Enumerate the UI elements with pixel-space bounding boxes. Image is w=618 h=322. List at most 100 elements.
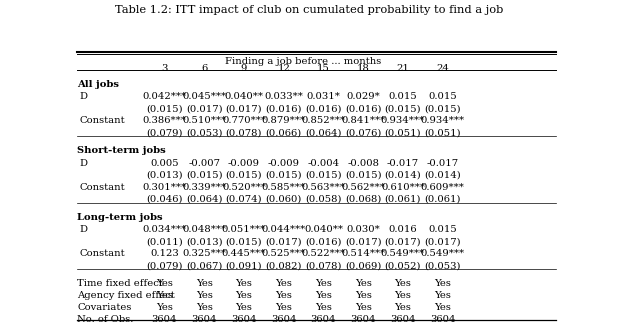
Text: Yes: Yes (196, 303, 213, 312)
Text: Yes: Yes (275, 303, 292, 312)
Text: Yes: Yes (235, 291, 252, 300)
Text: 3604: 3604 (390, 315, 416, 322)
Text: (0.017): (0.017) (345, 237, 381, 246)
Text: 0.563***: 0.563*** (302, 183, 345, 192)
Text: (0.064): (0.064) (305, 128, 342, 137)
Text: (0.016): (0.016) (305, 104, 342, 113)
Text: 0.339***: 0.339*** (182, 183, 226, 192)
Text: Yes: Yes (275, 291, 292, 300)
Text: -0.017: -0.017 (387, 159, 419, 168)
Text: Yes: Yes (355, 303, 371, 312)
Text: (0.051): (0.051) (425, 128, 461, 137)
Text: D: D (80, 225, 88, 234)
Text: No. of Obs.: No. of Obs. (77, 315, 133, 322)
Text: 0.386***: 0.386*** (143, 116, 187, 125)
Text: (0.016): (0.016) (305, 237, 342, 246)
Text: -0.017: -0.017 (426, 159, 459, 168)
Text: (0.060): (0.060) (266, 195, 302, 204)
Text: (0.066): (0.066) (266, 128, 302, 137)
Text: D: D (80, 159, 88, 168)
Text: 0.562***: 0.562*** (341, 183, 385, 192)
Text: (0.013): (0.013) (146, 171, 183, 180)
Text: (0.015): (0.015) (265, 171, 302, 180)
Text: 0.044***: 0.044*** (261, 225, 306, 234)
Text: Yes: Yes (156, 303, 173, 312)
Text: 0.301***: 0.301*** (142, 183, 187, 192)
Text: (0.053): (0.053) (186, 128, 222, 137)
Text: D: D (80, 92, 88, 101)
Text: (0.078): (0.078) (226, 128, 262, 137)
Text: 0.934***: 0.934*** (381, 116, 425, 125)
Text: (0.074): (0.074) (226, 195, 262, 204)
Text: (0.014): (0.014) (384, 171, 421, 180)
Text: (0.015): (0.015) (345, 171, 381, 180)
Text: (0.016): (0.016) (345, 104, 381, 113)
Text: Yes: Yes (315, 303, 332, 312)
Text: (0.015): (0.015) (226, 237, 262, 246)
Text: 0.016: 0.016 (389, 225, 417, 234)
Text: -0.009: -0.009 (268, 159, 300, 168)
Text: (0.064): (0.064) (186, 195, 222, 204)
Text: Yes: Yes (196, 291, 213, 300)
Text: -0.007: -0.007 (188, 159, 220, 168)
Text: 0.031*: 0.031* (307, 92, 341, 101)
Text: (0.091): (0.091) (226, 261, 262, 270)
Text: (0.015): (0.015) (226, 171, 262, 180)
Text: 0.525***: 0.525*** (261, 249, 306, 258)
Text: Yes: Yes (394, 279, 412, 288)
Text: Agency fixed effect: Agency fixed effect (77, 291, 175, 300)
Text: (0.067): (0.067) (186, 261, 222, 270)
Text: Time fixed effect: Time fixed effect (77, 279, 163, 288)
Text: Constant: Constant (80, 249, 125, 258)
Text: 0.510***: 0.510*** (182, 116, 226, 125)
Text: 0.520***: 0.520*** (222, 183, 266, 192)
Text: (0.015): (0.015) (146, 104, 183, 113)
Text: Long-term jobs: Long-term jobs (77, 213, 163, 222)
Text: (0.078): (0.078) (305, 261, 342, 270)
Text: (0.053): (0.053) (425, 261, 461, 270)
Text: 0.005: 0.005 (150, 159, 179, 168)
Text: (0.016): (0.016) (265, 104, 302, 113)
Text: Covariates: Covariates (77, 303, 132, 312)
Text: (0.058): (0.058) (305, 195, 342, 204)
Text: 0.522***: 0.522*** (302, 249, 345, 258)
Text: 9: 9 (241, 64, 247, 73)
Text: 3604: 3604 (350, 315, 376, 322)
Text: 0.033**: 0.033** (265, 92, 303, 101)
Text: 0.609***: 0.609*** (421, 183, 465, 192)
Text: (0.061): (0.061) (384, 195, 421, 204)
Text: Yes: Yes (235, 303, 252, 312)
Text: (0.011): (0.011) (146, 237, 183, 246)
Text: Yes: Yes (394, 303, 412, 312)
Text: (0.052): (0.052) (384, 261, 421, 270)
Text: (0.079): (0.079) (146, 261, 183, 270)
Text: (0.014): (0.014) (425, 171, 461, 180)
Text: Yes: Yes (434, 303, 451, 312)
Text: 0.585***: 0.585*** (261, 183, 306, 192)
Text: -0.008: -0.008 (347, 159, 379, 168)
Text: 0.040**: 0.040** (304, 225, 343, 234)
Text: Yes: Yes (434, 279, 451, 288)
Text: Yes: Yes (434, 291, 451, 300)
Text: Finding a job before ... months: Finding a job before ... months (226, 57, 382, 66)
Text: (0.015): (0.015) (425, 104, 461, 113)
Text: Yes: Yes (355, 291, 371, 300)
Text: 0.045***: 0.045*** (182, 92, 226, 101)
Text: 12: 12 (277, 64, 290, 73)
Text: 0.770***: 0.770*** (222, 116, 266, 125)
Text: Short-term jobs: Short-term jobs (77, 146, 166, 155)
Text: (0.017): (0.017) (425, 237, 461, 246)
Text: (0.017): (0.017) (265, 237, 302, 246)
Text: (0.082): (0.082) (265, 261, 302, 270)
Text: (0.017): (0.017) (226, 104, 262, 113)
Text: 0.034***: 0.034*** (142, 225, 187, 234)
Text: Yes: Yes (355, 279, 371, 288)
Text: 0.029*: 0.029* (346, 92, 380, 101)
Text: 0.841***: 0.841*** (341, 116, 385, 125)
Text: 3604: 3604 (192, 315, 217, 322)
Text: 0.325***: 0.325*** (182, 249, 226, 258)
Text: Constant: Constant (80, 116, 125, 125)
Text: 0.040**: 0.040** (224, 92, 263, 101)
Text: 0.549***: 0.549*** (421, 249, 465, 258)
Text: (0.017): (0.017) (186, 104, 222, 113)
